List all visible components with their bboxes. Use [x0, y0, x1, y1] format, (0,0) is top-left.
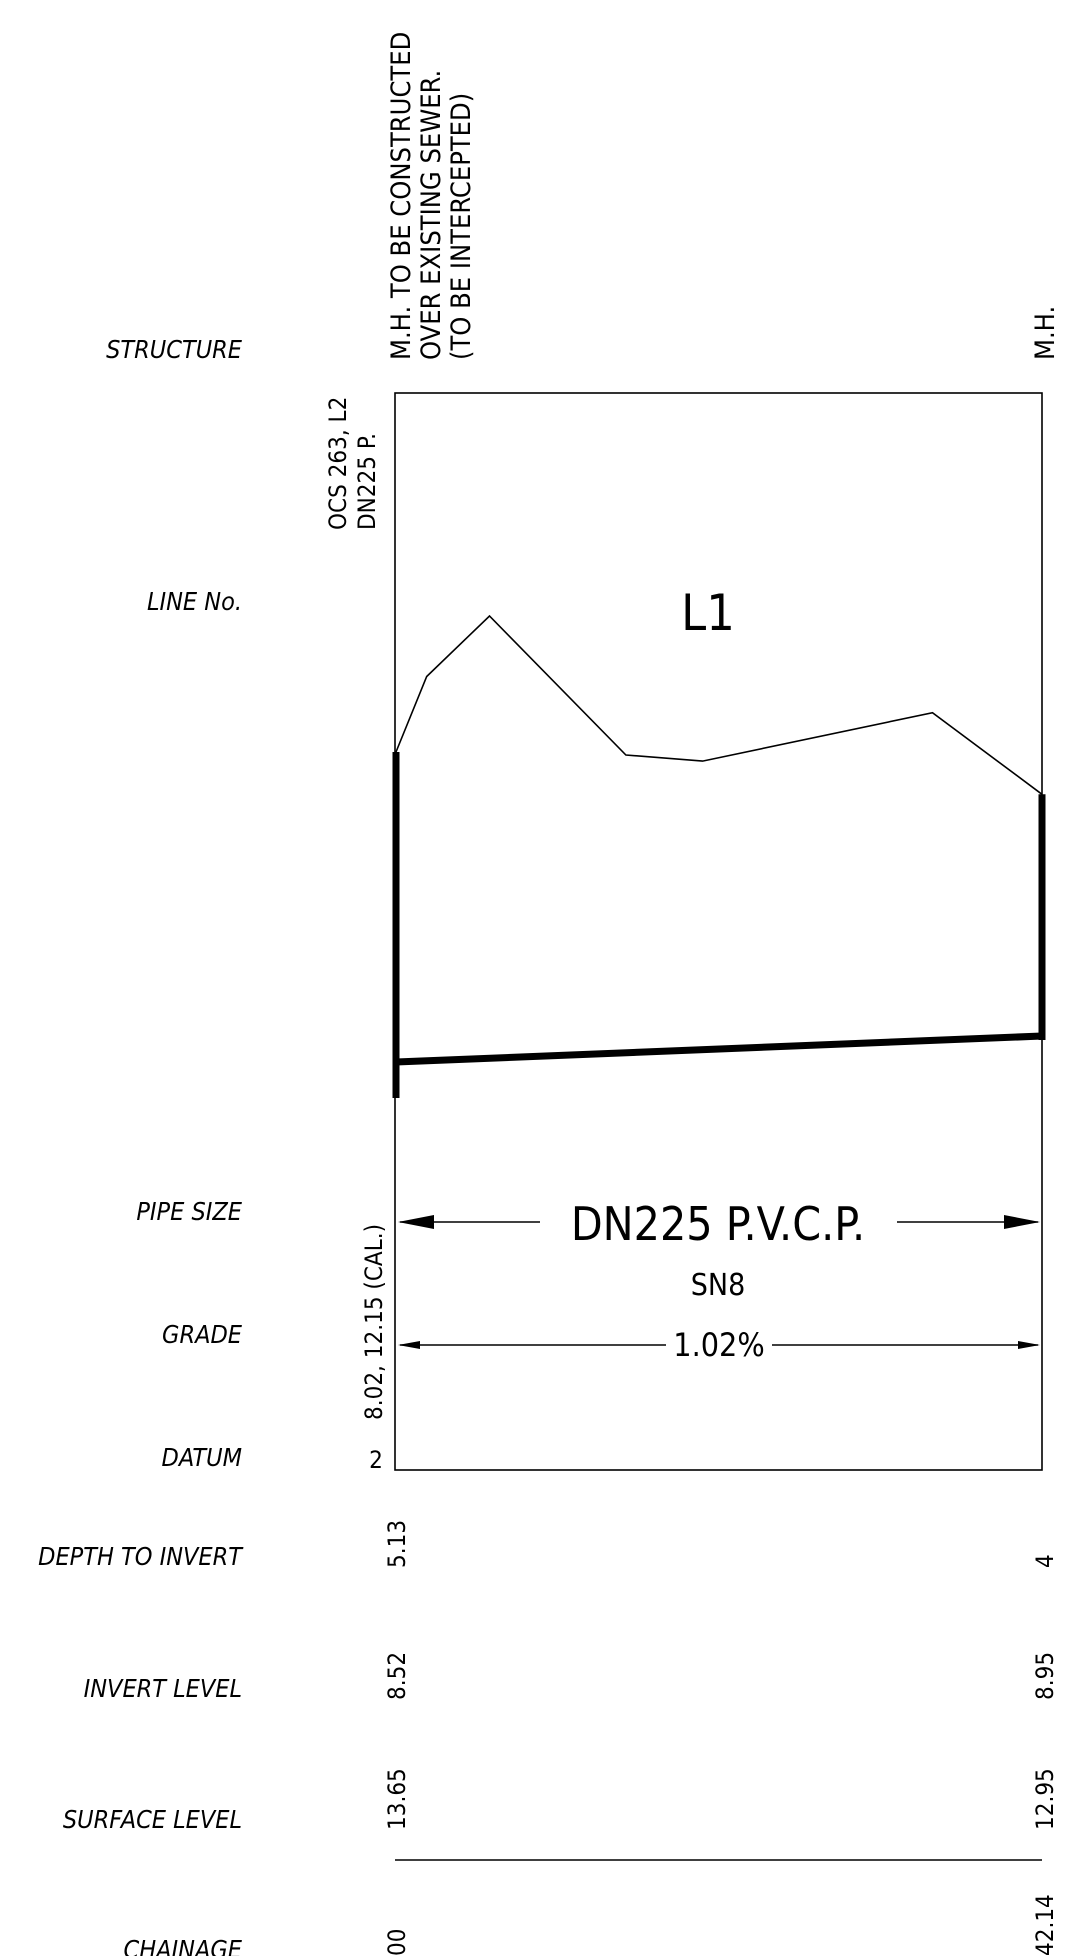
incoming-sewer-line-2: DN225 P. [353, 433, 381, 530]
depth-to-invert-end: 4 [1031, 1554, 1059, 1568]
row-label-invert-level: INVERT LEVEL [84, 1674, 242, 1703]
start-structure-note: M.H. TO BE CONSTRUCTED OVER EXISTING SEW… [386, 32, 477, 360]
depth-to-invert-start: 5.13 [383, 1520, 411, 1568]
row-label-datum: DATUM [162, 1443, 243, 1472]
start-structure-line-3: (TO BE INTERCEPTED) [446, 93, 477, 360]
surface-level-end: 12.95 [1031, 1768, 1059, 1830]
grade-arrow-left [398, 1341, 420, 1349]
row-label-depth-to-invert: DEPTH TO INVERT [38, 1542, 244, 1571]
row-label-structure: STRUCTURE [106, 335, 243, 364]
pipe-size-arrow-left [398, 1215, 434, 1229]
incoming-sewer-line-1: OCS 263, L2 [324, 397, 352, 530]
pipe-invert-line [395, 1032, 1043, 1066]
pipe-size: DN225 P.V.C.P. [571, 1197, 865, 1251]
invert-level-start: 8.52 [383, 1652, 411, 1700]
row-label-grade: GRADE [162, 1320, 243, 1349]
chainage-end: 42.14 [1031, 1894, 1059, 1956]
profile-frame [394, 392, 1043, 1471]
invert-level-end: 8.95 [1031, 1652, 1059, 1700]
grade-arrow-right [1018, 1341, 1040, 1349]
start-structure-line-1: M.H. TO BE CONSTRUCTED [386, 32, 417, 360]
end-structure-note: M.H. [1030, 306, 1061, 360]
row-label-chainage: CHAINAGE [124, 1935, 243, 1956]
row-label-surface-level: SURFACE LEVEL [63, 1805, 242, 1834]
ground-surface-line [395, 614, 1043, 795]
surface-level-start: 13.65 [383, 1768, 411, 1830]
pipe-class: SN8 [691, 1268, 746, 1303]
incoming-sewer-note: OCS 263, L2 DN225 P. [324, 397, 381, 530]
row-label-pipe-size: PIPE SIZE [136, 1197, 242, 1226]
chainage-start: 00 [383, 1929, 411, 1956]
datum-value: 2 [369, 1446, 383, 1474]
row-label-line-no: LINE No. [147, 587, 242, 616]
datum-levels: 8.02, 12.15 (CAL.) [360, 1224, 388, 1420]
grade: 1.02% [673, 1326, 764, 1364]
start-structure-line-2: OVER EXISTING SEWER. [416, 70, 447, 360]
pipe-size-arrow-right [1004, 1215, 1040, 1229]
line-number: L1 [681, 584, 735, 642]
